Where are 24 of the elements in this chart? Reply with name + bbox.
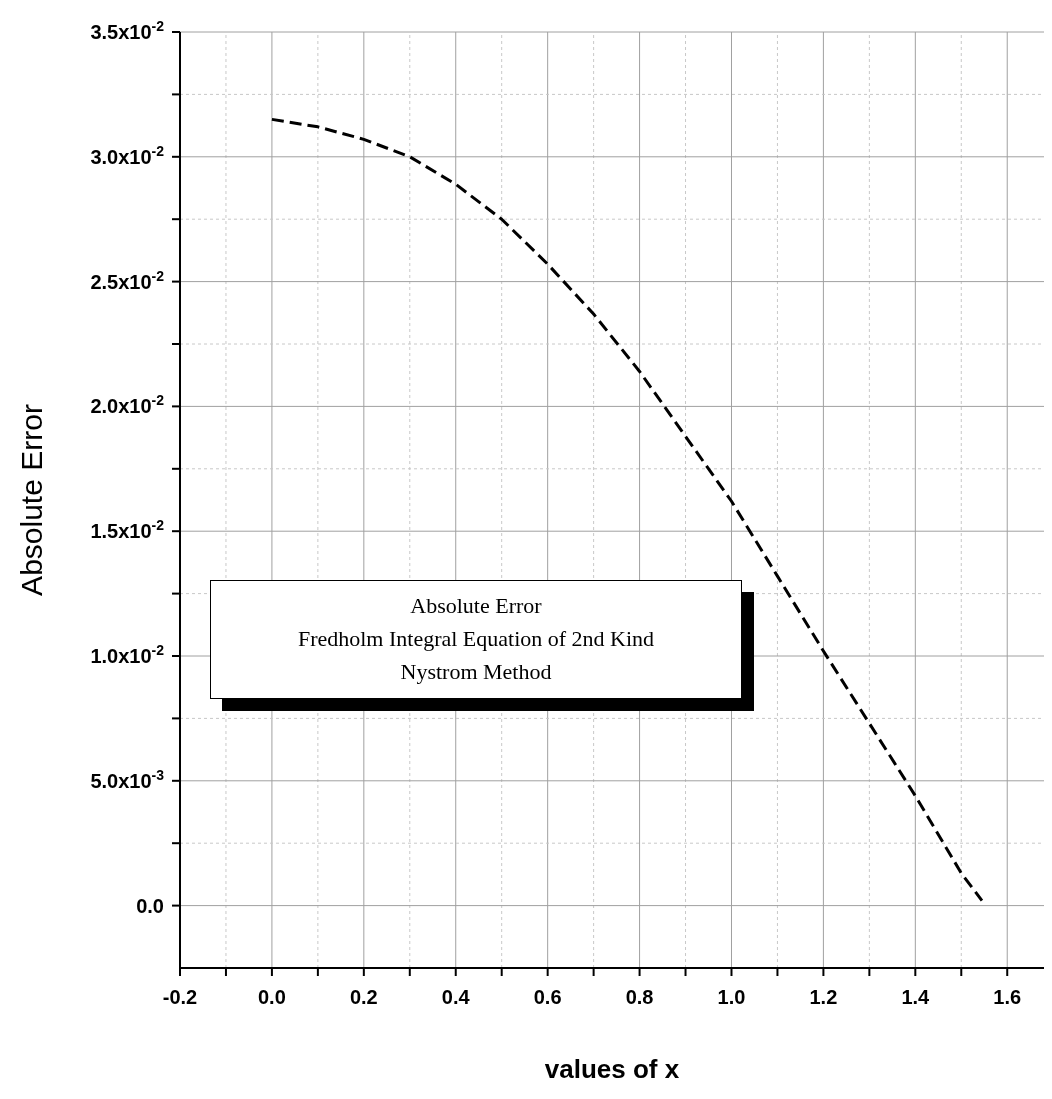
x-tick-label: 0.0 xyxy=(258,986,286,1008)
x-tick-label: 1.0 xyxy=(717,986,746,1008)
line-series xyxy=(270,117,984,903)
annotation: Fredholm Integral Equation of 2nd Kind xyxy=(296,625,656,653)
x-tick-label: 0.8 xyxy=(625,986,654,1008)
y-tick-label: 3.0x10$^{-2}$ xyxy=(90,142,165,168)
x-tick-label: 1.4 xyxy=(901,986,931,1008)
y-tick-label: 2.0x10$^{-2}$ xyxy=(90,392,165,418)
y-tick-label: 1.0x10$^{-2}$ xyxy=(90,642,165,667)
x-tick-label: -0.2 xyxy=(162,986,198,1008)
y-tick-label: 0.0 xyxy=(136,894,164,917)
y-tick-label: 3.5x10$^{-2}$ xyxy=(90,18,165,43)
x-tick-label: 0.4 xyxy=(441,986,471,1008)
x-tick-label: 1.6 xyxy=(993,986,1022,1008)
annotation: Absolute Error xyxy=(409,592,543,620)
x-tick-label: 1.2 xyxy=(809,986,838,1008)
y-axis-title: Absolute Error xyxy=(15,404,48,596)
y-tick-label: 1.5x10$^{-2}$ xyxy=(90,517,165,543)
annotation: Nystrom Method xyxy=(399,658,553,686)
y-tick-label: 2.5x10$^{-2}$ xyxy=(90,267,165,293)
x-axis-title: values of x xyxy=(544,1054,680,1084)
x-tick-label: 0.2 xyxy=(349,986,378,1008)
x-tick-label: 0.6 xyxy=(533,986,562,1008)
y-tick-label: 5.0x10$^{-3}$ xyxy=(90,766,165,792)
